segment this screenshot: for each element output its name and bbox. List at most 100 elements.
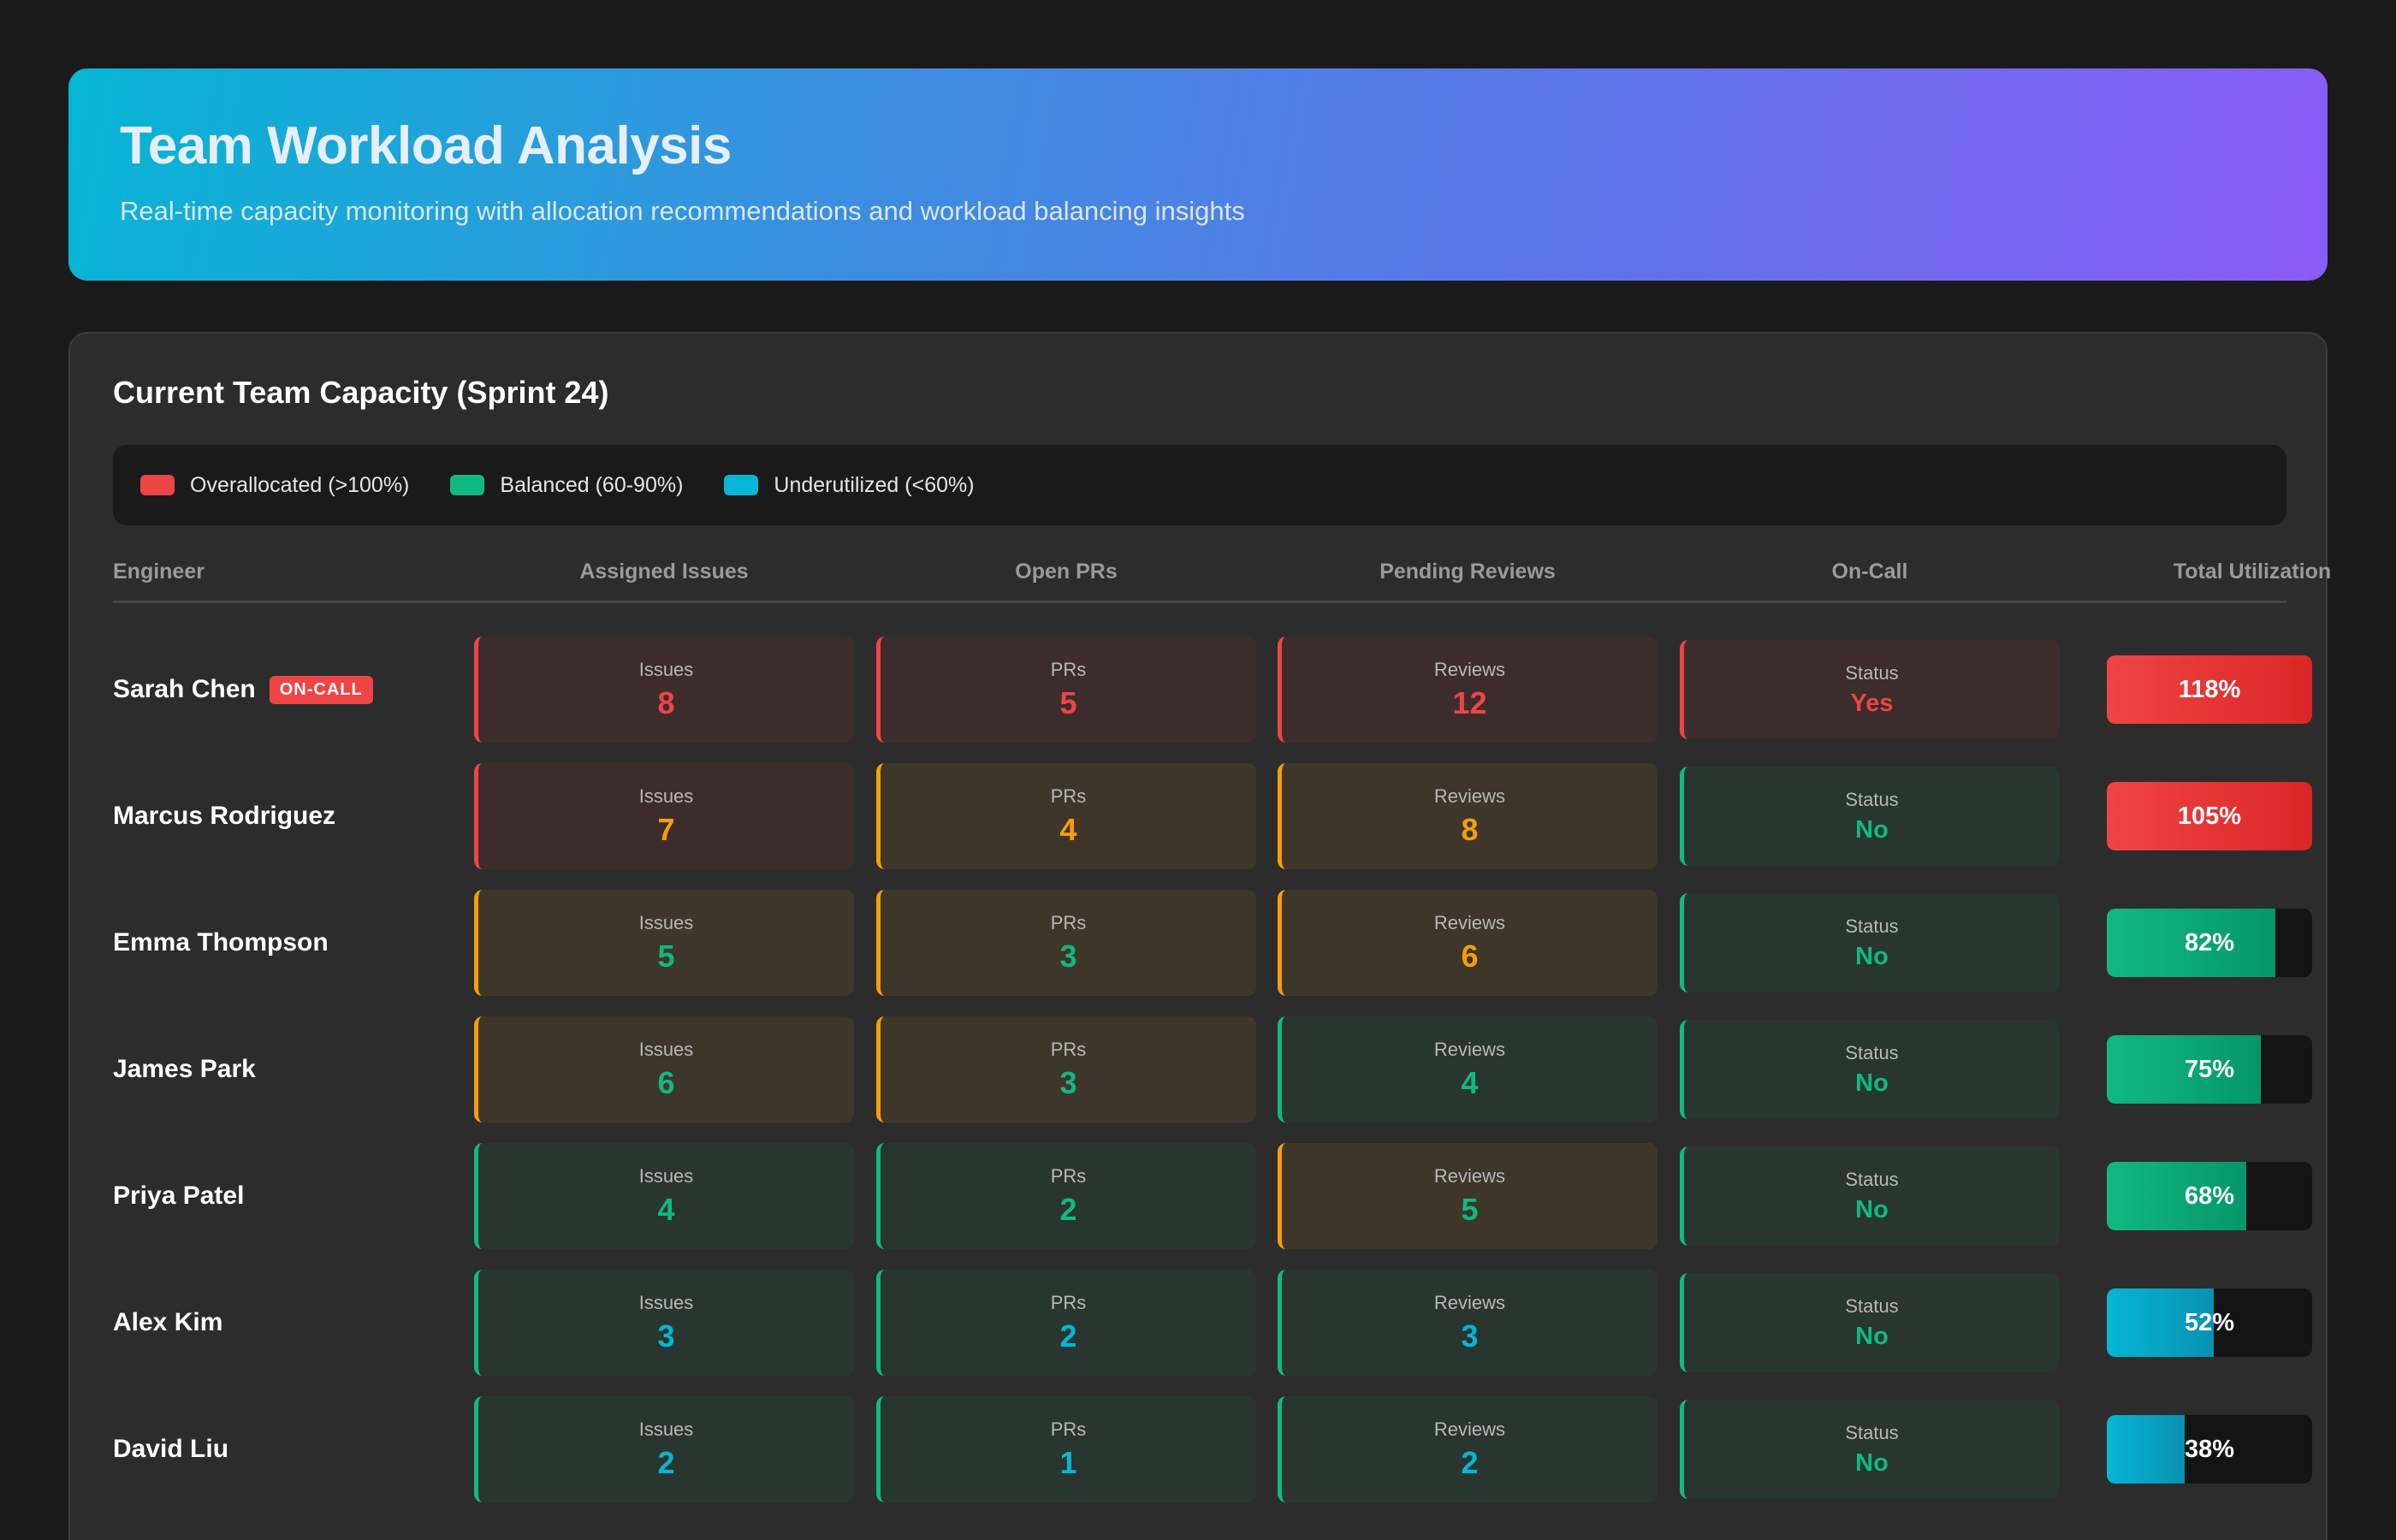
oncall-cell-label: Status — [1845, 1168, 1899, 1190]
oncall-cell: Status Yes — [1680, 640, 2060, 739]
oncall-cell-label: Status — [1845, 788, 1899, 810]
reviews-value: 3 — [1461, 1318, 1479, 1353]
table-row: David Liu Issues 2 PRs 1 Reviews 2 Status No 38% — [113, 1396, 2312, 1502]
engineer-name: Priya Patel — [113, 1182, 245, 1210]
legend: Overallocated (>100%) Balanced (60-90%) … — [113, 445, 2286, 525]
oncall-cell: Status No — [1680, 767, 2060, 866]
table-row: Marcus Rodriguez Issues 7 PRs 4 Reviews 8 Statu… — [113, 763, 2312, 869]
oncall-value: No — [1855, 1448, 1889, 1477]
reviews-value: 2 — [1461, 1445, 1479, 1480]
prs-value: 4 — [1059, 812, 1077, 847]
reviews-cell-label: Reviews — [1433, 1419, 1506, 1440]
issues-cell: Issues 3 — [474, 1270, 854, 1376]
engineer-name: Marcus Rodriguez — [113, 802, 336, 830]
utilization-bar: 52% — [2107, 1288, 2312, 1357]
capacity-panel: Current Team Capacity (Sprint 24) Overal… — [68, 332, 2331, 1540]
engineer-name-cell: Alex Kim — [113, 1270, 222, 1376]
header-divider — [113, 601, 2286, 603]
legend-label: Overallocated (>100%) — [190, 472, 410, 497]
engineer-name-cell: James Park — [113, 1016, 256, 1122]
reviews-value: 5 — [1461, 1192, 1479, 1227]
issues-value: 3 — [657, 1318, 675, 1353]
issues-cell-label: Issues — [638, 1039, 694, 1060]
issues-cell-label: Issues — [638, 1292, 694, 1313]
prs-value: 3 — [1059, 1065, 1077, 1100]
engineer-name-cell: David Liu — [113, 1396, 228, 1502]
prs-cell-label: PRs — [1050, 659, 1087, 680]
prs-cell: PRs 5 — [876, 637, 1256, 743]
legend-item-balanced: Balanced (60-90%) — [450, 473, 683, 498]
legend-item-underutilized: Underutilized (<60%) — [724, 472, 975, 498]
oncall-cell: Status No — [1680, 893, 2060, 992]
issues-value: 8 — [657, 685, 675, 720]
reviews-cell: Reviews 3 — [1278, 1270, 1658, 1376]
prs-cell: PRs 3 — [876, 1016, 1256, 1122]
engineer-name-cell: Marcus Rodriguez — [113, 763, 335, 869]
issues-cell: Issues 7 — [474, 763, 854, 869]
issues-cell: Issues 8 — [474, 637, 854, 743]
prs-value: 3 — [1059, 939, 1077, 974]
utilization-bar: 105% — [2107, 782, 2312, 850]
issues-cell: Issues 2 — [474, 1396, 854, 1502]
reviews-cell: Reviews 6 — [1278, 890, 1658, 996]
reviews-cell-label: Reviews — [1433, 1039, 1506, 1060]
prs-cell: PRs 1 — [876, 1396, 1256, 1502]
utilization-value: 52% — [2184, 1308, 2235, 1336]
legend-label: Underutilized (<60%) — [774, 472, 975, 497]
issues-cell-label: Issues — [638, 659, 694, 680]
prs-cell: PRs 4 — [876, 763, 1256, 869]
oncall-cell-label: Status — [1845, 1421, 1899, 1443]
reviews-value: 8 — [1461, 812, 1479, 847]
reviews-cell-label: Reviews — [1433, 659, 1506, 680]
utilization-bar: 68% — [2107, 1162, 2312, 1230]
reviews-cell: Reviews 5 — [1278, 1143, 1658, 1249]
issues-cell-label: Issues — [638, 1419, 694, 1440]
oncall-cell: Status No — [1680, 1273, 2060, 1372]
issues-value: 7 — [657, 812, 675, 847]
table-row: Emma Thompson Issues 5 PRs 3 Reviews 6 Status No… — [113, 890, 2312, 996]
issues-cell: Issues 5 — [474, 890, 854, 996]
page-title: Team Workload Analysis — [120, 116, 732, 175]
utilization-bar: 38% — [2107, 1415, 2312, 1484]
utilization-value: 68% — [2184, 1182, 2235, 1210]
oncall-value: No — [1855, 942, 1889, 970]
utilization-fill — [2107, 1035, 2261, 1104]
utilization-fill — [2107, 1288, 2214, 1357]
reviews-cell-label: Reviews — [1433, 912, 1506, 933]
utilization-fill — [2107, 1415, 2185, 1484]
engineer-name: Sarah Chen — [113, 675, 256, 703]
prs-value: 5 — [1059, 685, 1077, 720]
reviews-cell-label: Reviews — [1433, 785, 1506, 807]
column-header-prs: Open PRs — [1015, 560, 1118, 583]
issues-value: 4 — [657, 1192, 675, 1227]
reviews-value: 4 — [1461, 1065, 1479, 1100]
utilization-fill — [2107, 909, 2275, 977]
oncall-cell-label: Status — [1845, 1041, 1899, 1063]
issues-cell-label: Issues — [638, 912, 694, 933]
utilization-value: 75% — [2184, 1055, 2235, 1083]
legend-label: Balanced (60-90%) — [500, 472, 684, 497]
prs-cell: PRs 2 — [876, 1270, 1256, 1376]
page-header: Team Workload Analysis Real-time capacit… — [68, 68, 2328, 281]
issues-value: 2 — [657, 1445, 675, 1480]
legend-swatch-green — [450, 475, 485, 495]
utilization-fill — [2107, 655, 2312, 724]
on-call-badge: ON-CALL — [269, 675, 373, 704]
utilization-bar: 118% — [2107, 655, 2312, 724]
prs-cell-label: PRs — [1050, 1039, 1087, 1060]
utilization-bar: 82% — [2107, 909, 2312, 977]
issues-cell-label: Issues — [638, 785, 694, 807]
legend-swatch-cyan — [724, 475, 759, 495]
oncall-cell-label: Status — [1845, 915, 1899, 937]
reviews-cell: Reviews 2 — [1278, 1396, 1658, 1502]
reviews-value: 6 — [1461, 939, 1479, 974]
oncall-value: Yes — [1850, 689, 1894, 717]
issues-cell-label: Issues — [638, 1165, 694, 1187]
oncall-value: No — [1855, 1069, 1889, 1097]
engineer-name: Alex Kim — [113, 1308, 223, 1336]
issues-cell: Issues 4 — [474, 1143, 854, 1249]
oncall-cell-label: Status — [1845, 1294, 1899, 1317]
prs-cell: PRs 2 — [876, 1143, 1256, 1249]
prs-cell-label: PRs — [1050, 1419, 1087, 1440]
utilization-bar: 75% — [2107, 1035, 2312, 1104]
